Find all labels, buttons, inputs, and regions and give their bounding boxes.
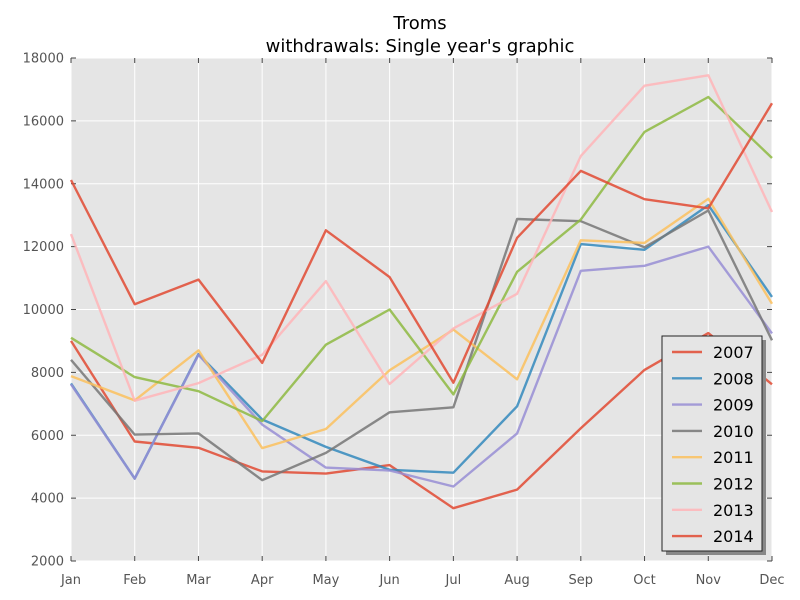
y-tick-label: 2000 xyxy=(31,555,64,570)
series-lines xyxy=(69,74,774,510)
y-tick-label: 10000 xyxy=(23,303,64,318)
series-line-2013 xyxy=(69,74,774,402)
series-line-2012 xyxy=(70,95,773,423)
x-tick-label: Feb xyxy=(123,573,146,588)
x-tick-label: Jul xyxy=(445,573,462,588)
chart-title: Troms xyxy=(392,13,446,34)
series-line-2014 xyxy=(69,102,774,384)
legend: 2007 2008 2009 2010 2011 2012 2013 2014 xyxy=(661,335,766,555)
x-tick-label: Apr xyxy=(251,573,274,588)
x-tick-label: Sep xyxy=(569,573,594,588)
legend-label: 2010 xyxy=(713,422,754,441)
legend-box xyxy=(661,335,763,552)
y-tick-label: 12000 xyxy=(23,240,64,255)
legend-label: 2011 xyxy=(713,448,754,467)
y-tick-label: 16000 xyxy=(23,114,64,129)
x-tick-label: Oct xyxy=(633,573,655,588)
x-axis: Jan Feb Mar Apr May Jun Jul Aug Sep Oct Nov Dec xyxy=(60,58,785,588)
y-tick-label: 18000 xyxy=(23,52,64,67)
series-line-2009 xyxy=(70,245,773,488)
legend-label: 2013 xyxy=(713,501,754,520)
series-line-2010 xyxy=(70,209,774,482)
x-tick-label: Nov xyxy=(696,573,722,588)
y-tick-label: 8000 xyxy=(31,366,64,381)
legend-label: 2009 xyxy=(713,396,754,415)
legend-label: 2014 xyxy=(713,527,754,546)
x-tick-label: Dec xyxy=(759,573,784,588)
x-tick-label: Jun xyxy=(378,573,399,588)
x-tick-label: Jan xyxy=(60,573,81,588)
y-tick-label: 6000 xyxy=(31,429,64,444)
legend-label: 2007 xyxy=(713,343,754,362)
y-tick-label: 14000 xyxy=(23,177,64,192)
legend-label: 2008 xyxy=(713,369,754,388)
y-tick-label: 4000 xyxy=(31,492,64,507)
series-line-2007 xyxy=(69,331,773,510)
x-tick-label: Mar xyxy=(186,573,211,588)
x-tick-label: Aug xyxy=(504,573,529,588)
chart-subtitle: withdrawals: Single year's graphic xyxy=(266,36,575,57)
legend-label: 2012 xyxy=(713,475,754,494)
series-line-2011 xyxy=(70,197,774,450)
y-axis: 2000 4000 6000 8000 10000 12000 14000 16000 1800… xyxy=(23,52,772,570)
x-tick-label: May xyxy=(312,573,339,588)
